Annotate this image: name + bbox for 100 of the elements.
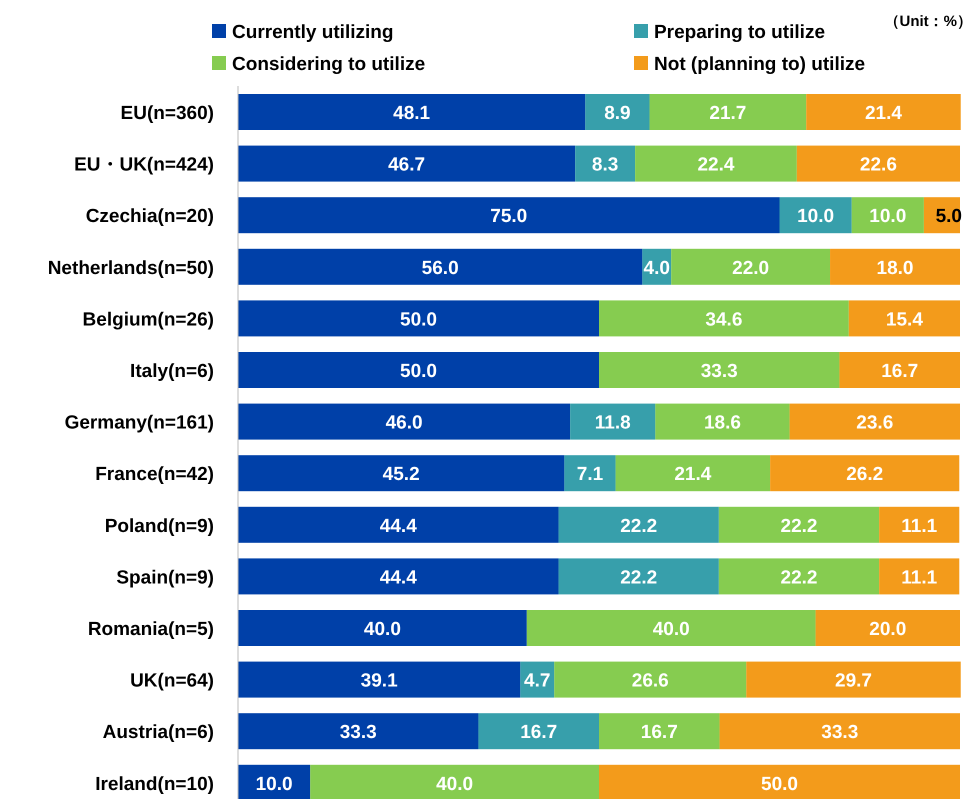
data-label: 50.0: [400, 361, 437, 382]
bar: [655, 404, 790, 440]
y-tick-label: Germany(n=161): [64, 412, 214, 434]
y-tick-label: Italy(n=6): [130, 361, 214, 382]
y-tick-label: Ireland(n=10): [95, 774, 214, 795]
y-tick-label: EU・UK(n=424): [74, 154, 214, 176]
data-label: 48.1: [393, 103, 431, 124]
data-label: 21.4: [674, 464, 712, 486]
bar: [830, 248, 960, 285]
bar: [852, 197, 924, 234]
bar: [650, 94, 806, 130]
bar: [570, 404, 656, 440]
bar: [238, 300, 599, 336]
data-label: 40.0: [436, 774, 474, 795]
bar: [564, 455, 616, 492]
data-label: 40.0: [364, 619, 401, 640]
data-label: 21.7: [709, 103, 746, 124]
y-tick-label: Poland(n=9): [104, 516, 214, 537]
bar: [635, 146, 797, 182]
data-label: 11.1: [901, 516, 938, 537]
data-label: 16.7: [640, 722, 678, 744]
data-label: 46.7: [388, 154, 426, 176]
y-tick-label: Belgium(n=26): [82, 309, 214, 330]
y-tick-label: Spain(n=9): [116, 567, 214, 588]
data-label: 56.0: [422, 258, 459, 279]
data-label: 44.4: [380, 516, 418, 537]
data-label: 26.2: [846, 464, 884, 486]
bar: [238, 197, 780, 234]
bar: [575, 146, 636, 182]
bar: [238, 146, 576, 182]
bar: [238, 352, 599, 388]
bar: [839, 352, 960, 388]
data-label: 33.3: [340, 722, 377, 744]
data-label: 22.6: [860, 154, 897, 176]
bar: [599, 713, 720, 750]
bar: [806, 94, 961, 130]
bar: [599, 352, 840, 388]
bar: [558, 558, 719, 594]
data-label: 10.0: [256, 774, 293, 795]
bar: [671, 248, 830, 285]
data-label: 22.2: [780, 516, 818, 537]
bar: [746, 662, 961, 698]
legend-label: Not (planning to) utilize: [654, 54, 866, 75]
bar: [816, 610, 960, 646]
bar: [478, 713, 599, 750]
data-label: 40.0: [652, 619, 690, 640]
data-label: 33.3: [821, 722, 858, 744]
data-label: 75.0: [490, 206, 528, 228]
data-label: 21.4: [864, 103, 902, 124]
data-label: 29.7: [835, 670, 872, 692]
data-label: 16.7: [881, 361, 918, 382]
data-label: 4.7: [524, 670, 550, 692]
bar: [238, 455, 564, 492]
data-label: 50.0: [761, 774, 798, 795]
bar: [238, 558, 559, 594]
bar: [616, 455, 770, 492]
bar: [554, 662, 746, 698]
bar: [585, 94, 650, 130]
data-label: 10.0: [869, 206, 906, 228]
bar: [238, 404, 570, 440]
bar: [238, 506, 559, 543]
data-label: 22.2: [620, 567, 658, 588]
legend-label: Preparing to utilize: [654, 22, 826, 43]
data-label: 23.6: [856, 412, 894, 434]
y-tick-label: Netherlands(n=50): [48, 258, 214, 279]
bar: [238, 610, 527, 646]
data-label: 22.2: [620, 516, 658, 537]
data-label: 34.6: [705, 309, 742, 330]
legend-label: Currently utilizing: [232, 22, 394, 43]
data-label: 18.0: [876, 258, 914, 279]
data-label: 10.0: [797, 206, 834, 228]
data-label: 39.1: [360, 670, 398, 692]
bar: [780, 197, 852, 234]
bar: [879, 506, 960, 543]
data-label: 18.6: [704, 412, 741, 434]
data-label: 20.0: [869, 619, 906, 640]
bar: [718, 558, 880, 594]
y-tick-label: Romania(n=5): [88, 619, 214, 640]
data-label: 8.9: [604, 103, 631, 124]
data-label: 7.1: [576, 464, 604, 486]
bar: [238, 662, 520, 698]
data-label: 26.6: [632, 670, 669, 692]
bar: [599, 300, 849, 336]
data-label: 16.7: [520, 722, 558, 744]
bar: [238, 248, 642, 285]
bar: [238, 94, 586, 130]
bar: [848, 300, 960, 336]
data-label: 50.0: [400, 309, 437, 330]
y-tick-label: France(n=42): [95, 464, 214, 486]
data-label: 22.2: [780, 567, 818, 588]
data-label: 11.8: [594, 412, 631, 434]
data-label: 46.0: [386, 412, 423, 434]
bar: [720, 713, 960, 750]
y-tick-label: UK(n=64): [130, 670, 214, 692]
data-label: 22.0: [732, 258, 770, 279]
data-label: 11.1: [901, 567, 938, 588]
y-tick-label: Austria(n=6): [102, 722, 214, 744]
data-label: 8.3: [592, 154, 618, 176]
data-label: 44.4: [380, 567, 418, 588]
y-tick-label: Czechia(n=20): [86, 206, 214, 228]
